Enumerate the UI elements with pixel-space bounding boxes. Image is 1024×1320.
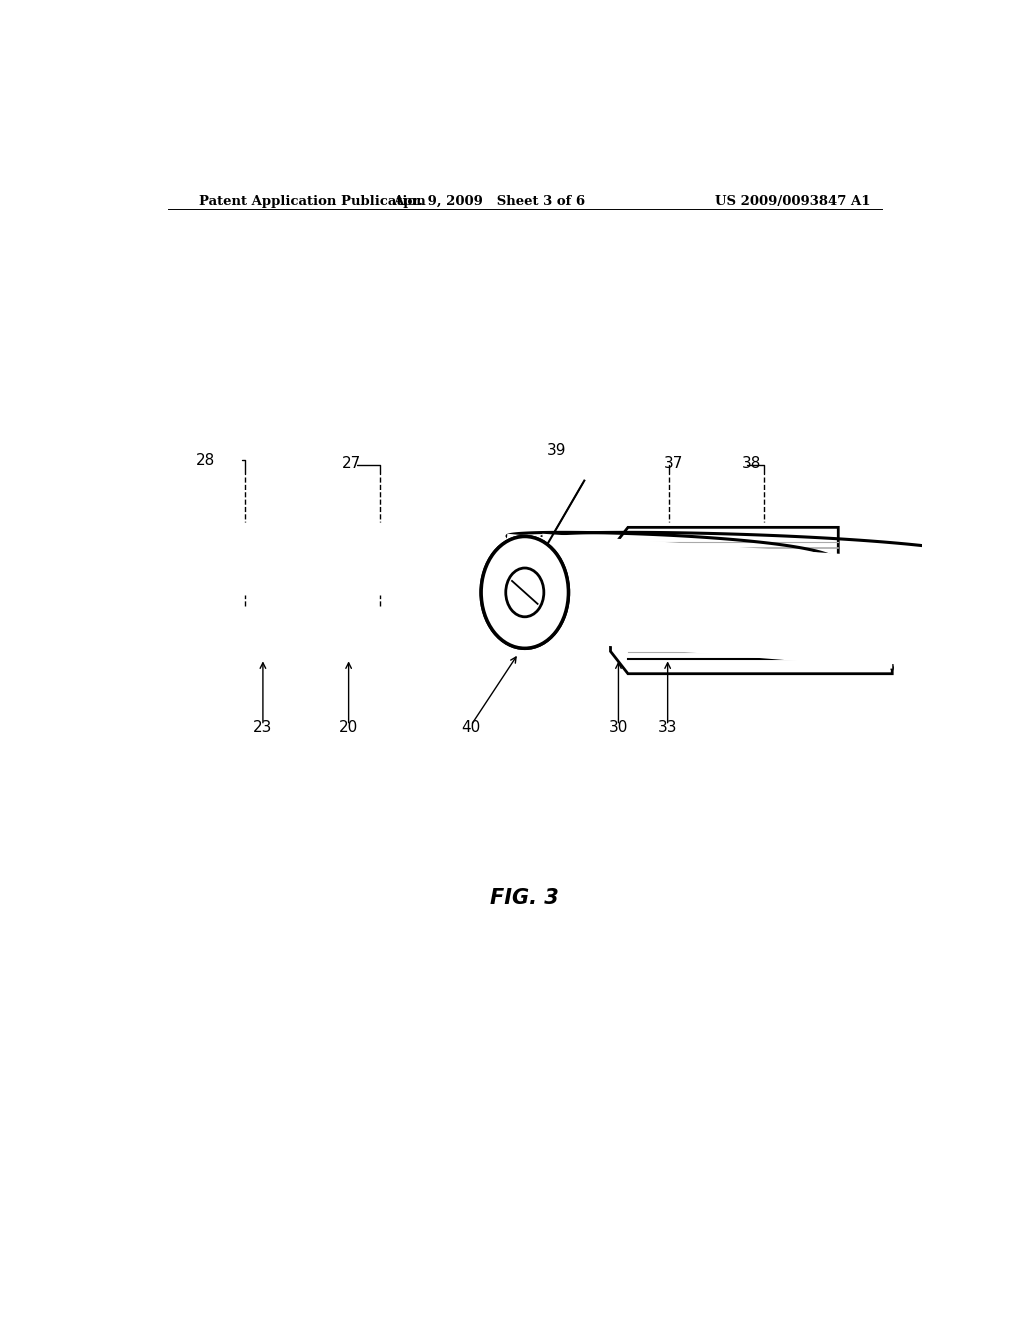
Polygon shape: [610, 528, 892, 673]
Text: 33: 33: [657, 721, 678, 735]
Circle shape: [506, 568, 544, 616]
Text: Patent Application Publication: Patent Application Publication: [200, 195, 426, 209]
Circle shape: [481, 536, 568, 648]
Polygon shape: [951, 528, 1024, 673]
Text: 30: 30: [608, 721, 628, 735]
Text: FIG. 3: FIG. 3: [490, 888, 559, 908]
Text: 28: 28: [196, 453, 215, 467]
Polygon shape: [543, 533, 1005, 669]
Text: 40: 40: [461, 721, 480, 735]
Polygon shape: [499, 533, 892, 669]
Text: $\beta$: $\beta$: [553, 548, 564, 568]
Text: 37: 37: [664, 455, 683, 471]
Circle shape: [506, 568, 544, 616]
Text: Apr. 9, 2009   Sheet 3 of 6: Apr. 9, 2009 Sheet 3 of 6: [393, 195, 585, 209]
Text: 38: 38: [741, 455, 761, 471]
Text: 27: 27: [342, 455, 361, 471]
Circle shape: [481, 536, 568, 648]
Text: 39: 39: [547, 442, 566, 458]
Text: 23: 23: [253, 721, 272, 735]
Text: US 2009/0093847 A1: US 2009/0093847 A1: [715, 195, 870, 209]
Text: 20: 20: [339, 721, 358, 735]
